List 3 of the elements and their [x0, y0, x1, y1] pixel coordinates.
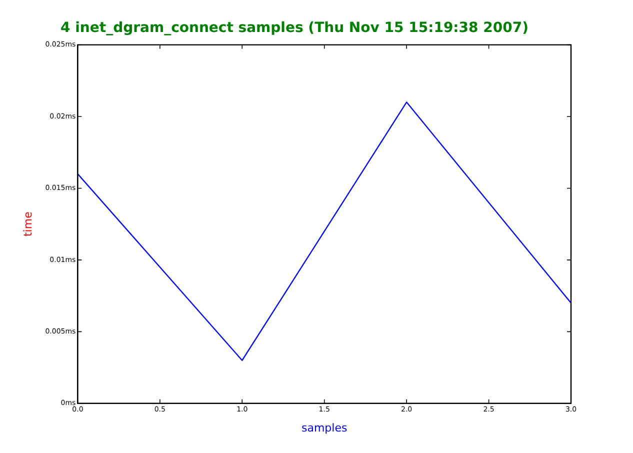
x-axis-title: samples [301, 421, 348, 434]
chart-title: 4 inet_dgram_connect samples (Thu Nov 15 15:19:38 2007) [60, 20, 528, 36]
y-axis-title: time [21, 211, 34, 237]
